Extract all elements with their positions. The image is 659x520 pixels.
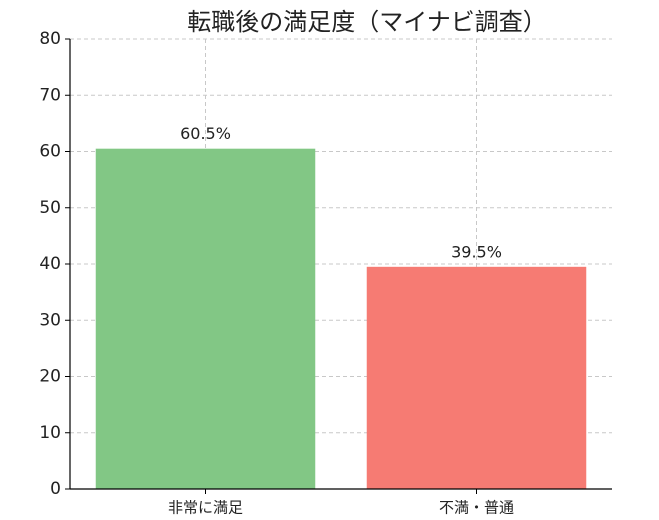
bar [95,148,316,489]
y-tick-label: 10 [39,423,61,443]
value-label: 60.5% [180,124,231,143]
bar [366,266,587,489]
x-tick-label: 不満・普通 [439,499,514,517]
value-label: 39.5% [451,242,502,261]
y-tick-label: 30 [39,310,61,330]
y-tick-label: 70 [39,85,61,105]
y-tick-label: 20 [39,367,61,387]
x-tick-label: 非常に満足 [168,499,243,517]
y-tick-label: 60 [39,142,61,162]
chart-title: 転職後の満足度（マイナビ調査） [187,8,547,36]
y-tick-label: 80 [39,29,61,49]
y-tick-label: 0 [50,479,61,499]
y-tick-label: 50 [39,198,61,218]
y-tick-label: 40 [39,254,61,274]
